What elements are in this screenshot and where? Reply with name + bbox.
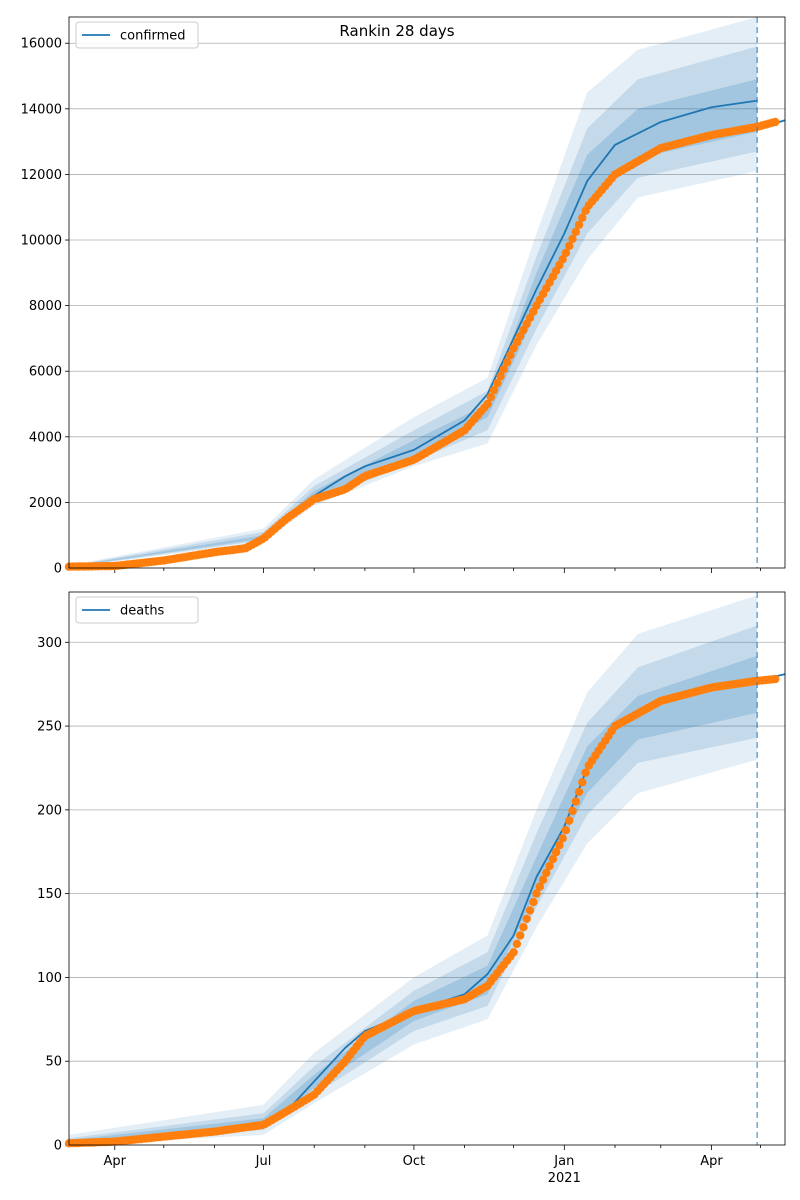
deaths-observed-point-152 bbox=[561, 826, 571, 835]
confirmed-observed-point-135 bbox=[506, 351, 515, 360]
deaths-observed-point-145 bbox=[538, 875, 548, 884]
confirmed-observed-point-128 bbox=[483, 399, 492, 409]
deaths-observed-point-158 bbox=[581, 768, 590, 777]
deaths-band-inner bbox=[69, 655, 758, 1144]
deaths-ytick-label-2: 100 bbox=[37, 971, 62, 986]
confirmed-legend-label: confirmed bbox=[120, 29, 186, 44]
confirmed-observed-point-130 bbox=[489, 385, 499, 395]
confirmed-ytick-label-8: 16000 bbox=[21, 37, 62, 52]
confirmed-legend: confirmed bbox=[75, 21, 199, 49]
deaths-observed-point-151 bbox=[558, 834, 567, 843]
confirmed-ytick-label-3: 6000 bbox=[29, 365, 62, 380]
deaths-legend-label: deaths bbox=[120, 604, 165, 619]
confirmed-observed-point-131 bbox=[493, 378, 502, 388]
deaths-observed-point-154 bbox=[568, 806, 577, 816]
deaths-observed-point-148 bbox=[548, 854, 558, 864]
deaths-axes-frame bbox=[68, 591, 786, 1146]
deaths-observed-point-142 bbox=[529, 897, 538, 907]
chart-title: Rankin 28 days bbox=[339, 22, 454, 40]
xtick-label-3: Jan bbox=[553, 1154, 574, 1169]
deaths-observed-point-141 bbox=[525, 906, 535, 915]
deaths-observed-point-147 bbox=[545, 861, 554, 871]
deaths-observed-point-157 bbox=[578, 778, 587, 787]
confirmed-legend-box bbox=[75, 21, 199, 49]
deaths-observed-point-144 bbox=[535, 882, 544, 891]
deaths-ytick-label-0: 0 bbox=[54, 1139, 62, 1154]
xtick-label-1: Jul bbox=[255, 1154, 272, 1169]
confirmed-observed-point-155 bbox=[571, 227, 580, 236]
confirmed-observed-point-132 bbox=[496, 371, 505, 381]
confirmed-ytick-label-2: 4000 bbox=[29, 430, 62, 445]
confirmed-observed-point-216 bbox=[771, 117, 780, 127]
confirmed-ytick-label-4: 8000 bbox=[29, 299, 62, 314]
deaths-ytick-label-3: 150 bbox=[37, 887, 62, 902]
confirmed-ytick-label-0: 0 bbox=[54, 562, 62, 577]
deaths-band-outer bbox=[69, 595, 758, 1145]
xtick-label-4: Apr bbox=[700, 1154, 723, 1169]
deaths-observed-point-149 bbox=[551, 848, 561, 857]
deaths-observed-point-140 bbox=[522, 914, 531, 923]
confirmed-ytick-label-1: 2000 bbox=[29, 496, 62, 511]
confirmed-band-outer bbox=[69, 17, 758, 568]
deaths-observed-point-136 bbox=[509, 948, 518, 957]
confirmed-observed-point-151 bbox=[558, 255, 567, 264]
confirmed-band-inner bbox=[69, 79, 758, 568]
confirmed-observed-point-129 bbox=[486, 392, 495, 402]
deaths-observed-point-138 bbox=[516, 931, 525, 940]
deaths-observed-point-156 bbox=[574, 787, 584, 797]
confirmed-panel: 0 2000 4000 6000 8000 10000 12000 14000 16000 con… bbox=[21, 16, 786, 577]
deaths-band-middle bbox=[69, 625, 758, 1144]
deaths-observed-point-143 bbox=[532, 889, 541, 898]
deaths-observed-point-137 bbox=[512, 939, 522, 949]
deaths-ytick-label-1: 50 bbox=[45, 1055, 62, 1070]
confirmed-observed-point-133 bbox=[499, 365, 508, 374]
confirmed-band-middle bbox=[69, 46, 758, 568]
xtick-label-2: Oct bbox=[403, 1154, 425, 1169]
confirmed-observed-point-153 bbox=[565, 241, 574, 251]
deaths-ytick-label-5: 250 bbox=[37, 720, 62, 735]
deaths-ytick-label-6: 300 bbox=[37, 636, 62, 651]
deaths-observed-point-153 bbox=[565, 816, 574, 825]
confirmed-observed-point-157 bbox=[578, 213, 587, 222]
deaths-observed-point-150 bbox=[555, 841, 564, 850]
confirmed-observed-point-134 bbox=[502, 358, 512, 367]
deaths-observed-point-216 bbox=[771, 674, 780, 684]
deaths-observed-point-146 bbox=[542, 868, 551, 878]
deaths-ytick-label-4: 200 bbox=[37, 803, 62, 818]
x-axis: Apr Jul Oct Jan 2021 Apr bbox=[104, 1154, 724, 1186]
xtick-label-0: Apr bbox=[104, 1154, 127, 1169]
deaths-panel: 0 50 100 150 200 250 300 deaths bbox=[37, 591, 786, 1154]
confirmed-ytick-label-7: 14000 bbox=[21, 102, 62, 117]
confirmed-ytick-label-6: 12000 bbox=[21, 168, 62, 183]
confirmed-observed-point-154 bbox=[568, 234, 577, 244]
deaths-legend: deaths bbox=[75, 596, 199, 624]
confirmed-axes-frame bbox=[68, 16, 786, 569]
deaths-legend-box bbox=[75, 596, 199, 624]
xtick-sublabel-3: 2021 bbox=[548, 1171, 581, 1186]
confirmed-observed-point-156 bbox=[574, 220, 584, 229]
deaths-observed-point-155 bbox=[571, 797, 580, 806]
deaths-observed-point-139 bbox=[519, 923, 528, 932]
confirmed-ytick-label-5: 10000 bbox=[21, 234, 62, 249]
confirmed-observed-point-152 bbox=[561, 248, 571, 258]
